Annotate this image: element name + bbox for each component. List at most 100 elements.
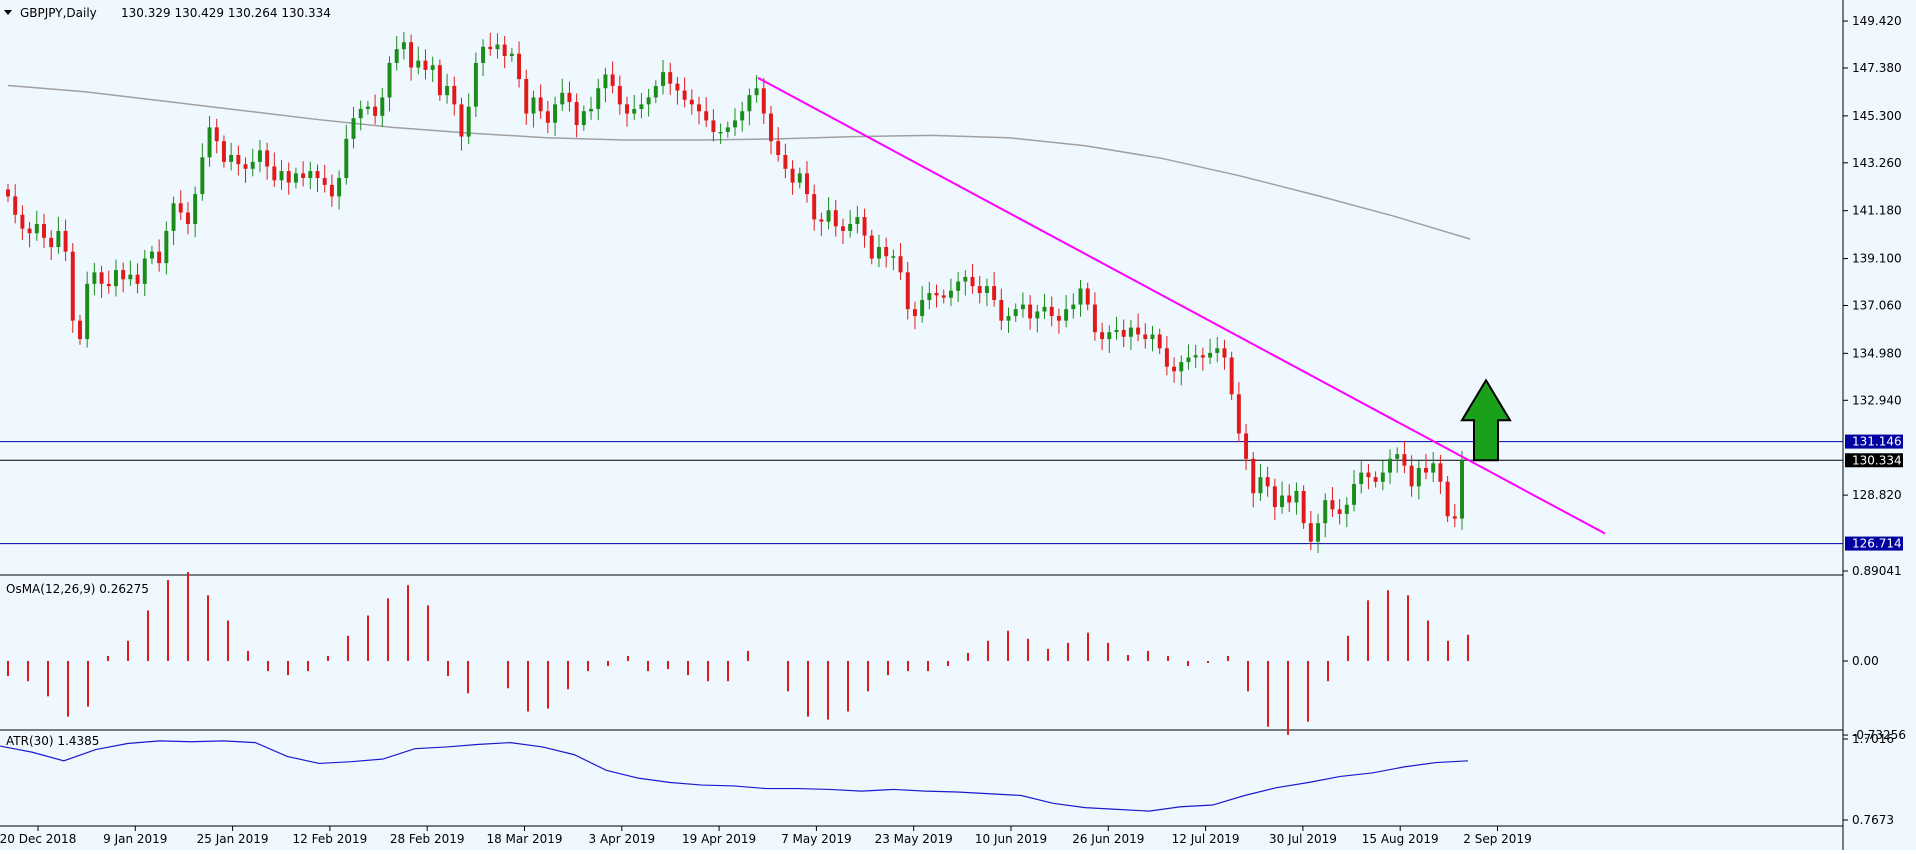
bull-candle [92, 272, 97, 284]
bear-candle [1445, 481, 1450, 517]
resistance-price-label-box [1845, 434, 1903, 449]
bull-candle [1078, 288, 1083, 305]
bear-candle [1424, 467, 1428, 473]
bull-candle [963, 276, 968, 282]
bear-candle [1100, 332, 1105, 340]
bull-candle [1179, 362, 1184, 372]
bear-candle [27, 228, 32, 234]
bear-candle [1330, 500, 1335, 510]
bull-candle [920, 299, 925, 317]
bear-candle [517, 53, 522, 80]
bear-candle [574, 102, 579, 126]
bull-candle [257, 150, 262, 162]
time-tick-label: 28 Feb 2019 [390, 832, 465, 846]
bear-candle [78, 320, 82, 340]
bear-candle [1402, 454, 1407, 466]
bear-candle [70, 251, 75, 321]
bull-candle [358, 108, 363, 119]
price-tick-label: 149.420 [1852, 14, 1902, 28]
bear-candle [545, 111, 550, 123]
bear-candle [1049, 306, 1054, 317]
bull-candle [855, 217, 860, 225]
bear-candle [409, 42, 414, 68]
bear-candle [1143, 334, 1148, 340]
bull-candle [85, 283, 90, 340]
atr-layer [0, 740, 1469, 812]
bear-candle [99, 272, 104, 284]
bull-candle [653, 85, 658, 98]
bear-candle [1200, 355, 1205, 358]
bull-candle [797, 173, 802, 183]
current-price-label-box [1845, 453, 1903, 468]
bull-candle [632, 108, 637, 114]
bull-candle [927, 293, 932, 300]
up-arrow-icon [1460, 378, 1512, 462]
bear-candle [905, 272, 910, 310]
time-tick-label: 7 May 2019 [781, 832, 852, 846]
bull-candle [34, 224, 39, 234]
bull-candle [754, 88, 759, 96]
bull-candle [1006, 316, 1011, 321]
bear-candle [682, 90, 687, 100]
price-tick-label: 132.940 [1852, 393, 1902, 407]
bull-candle [430, 65, 435, 70]
bull-candle [1388, 458, 1392, 473]
bear-candle [315, 171, 320, 178]
bear-candle [1164, 348, 1169, 367]
bull-candle [956, 281, 961, 291]
bull-candle [466, 106, 471, 137]
bull-candle [747, 95, 752, 112]
bull-candle [984, 286, 989, 294]
bear-candle [265, 150, 270, 167]
atr-line [0, 740, 1469, 812]
time-tick-label: 18 Mar 2019 [486, 832, 562, 846]
osma-tick-label: 0.00 [1852, 654, 1879, 668]
bull-candle [1150, 334, 1155, 340]
bear-candle [524, 79, 529, 114]
collapse-triangle-icon[interactable] [4, 10, 12, 15]
bull-candle [380, 97, 385, 116]
bear-candle [711, 120, 716, 132]
time-tick-label: 23 May 2019 [875, 832, 953, 846]
time-tick-label: 12 Jul 2019 [1172, 832, 1240, 846]
bull-candle [1316, 523, 1321, 542]
bull-candle [1215, 348, 1220, 353]
bear-candle [977, 286, 982, 294]
ohlc-values: 130.329 130.429 130.264 130.334 [121, 6, 331, 20]
bear-candle [1028, 304, 1033, 319]
bull-candle [1064, 309, 1069, 321]
bull-candle [725, 127, 730, 132]
bull-candle [250, 161, 255, 169]
bear-candle [1287, 495, 1292, 503]
bull-candle [639, 104, 644, 109]
bear-candle [488, 46, 493, 50]
time-tick-label: 2 Sep 2019 [1463, 832, 1531, 846]
time-tick-label: 25 Jan 2019 [197, 832, 269, 846]
bull-candle [279, 171, 284, 181]
bull-candle [308, 171, 313, 178]
bear-candle [704, 111, 709, 121]
symbol-title: GBPJPY,Daily [20, 6, 97, 20]
bear-candle [668, 72, 673, 84]
bear-candle [761, 88, 766, 114]
bull-candle [1294, 490, 1299, 503]
bull-candle [1193, 355, 1198, 358]
bear-candle [1244, 433, 1249, 459]
bull-candle [128, 274, 133, 280]
time-tick-label: 26 Jun 2019 [1072, 832, 1144, 846]
bull-candle [171, 203, 176, 231]
time-tick-label: 15 Aug 2019 [1362, 832, 1439, 846]
bear-candle [373, 106, 378, 116]
osma-tick-label: -0.73256 [1852, 728, 1906, 742]
bull-candle [495, 44, 500, 50]
candles-layer [6, 31, 1464, 553]
bear-candle [301, 173, 306, 178]
bull-candle [1280, 495, 1285, 508]
osma-label: OsMA(12,26,9) 0.26275 [6, 582, 149, 596]
bull-candle [113, 270, 118, 287]
atr-label: ATR(30) 1.4385 [6, 734, 99, 748]
price-tick-label: 139.100 [1852, 252, 1902, 266]
osma-tick-label: 0.89041 [1852, 564, 1902, 578]
